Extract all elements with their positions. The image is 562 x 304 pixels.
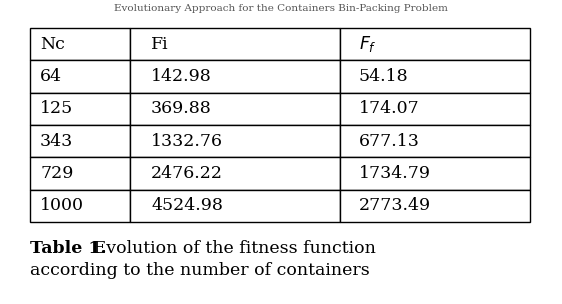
Text: 343: 343 xyxy=(40,133,73,150)
Text: 2476.22: 2476.22 xyxy=(151,165,223,182)
Text: 174.07: 174.07 xyxy=(359,100,420,117)
Text: 369.88: 369.88 xyxy=(151,100,212,117)
Bar xyxy=(340,157,530,190)
Text: according to the number of containers: according to the number of containers xyxy=(30,262,370,279)
Text: 677.13: 677.13 xyxy=(359,133,420,150)
Text: 54.18: 54.18 xyxy=(359,68,409,85)
Text: 4524.98: 4524.98 xyxy=(151,197,223,214)
Bar xyxy=(30,28,130,60)
Text: Evolution of the fitness function: Evolution of the fitness function xyxy=(88,240,376,257)
Bar xyxy=(340,60,530,93)
Bar xyxy=(30,60,130,93)
Text: 1332.76: 1332.76 xyxy=(151,133,223,150)
Bar xyxy=(130,125,340,157)
Bar xyxy=(30,125,130,157)
Bar xyxy=(130,28,340,60)
Text: Nc: Nc xyxy=(40,36,65,53)
Text: 2773.49: 2773.49 xyxy=(359,197,431,214)
Bar xyxy=(30,93,130,125)
Text: 142.98: 142.98 xyxy=(151,68,212,85)
Text: 729: 729 xyxy=(40,165,74,182)
Text: 64: 64 xyxy=(40,68,62,85)
Bar xyxy=(130,93,340,125)
Bar xyxy=(30,190,130,222)
Text: Fi: Fi xyxy=(151,36,169,53)
Text: Evolutionary Approach for the Containers Bin-Packing Problem: Evolutionary Approach for the Containers… xyxy=(114,4,448,13)
Bar xyxy=(130,60,340,93)
Bar xyxy=(340,93,530,125)
Bar xyxy=(30,157,130,190)
Text: 125: 125 xyxy=(40,100,73,117)
Text: Table 1.: Table 1. xyxy=(30,240,107,257)
Bar xyxy=(130,190,340,222)
Text: $F_f$: $F_f$ xyxy=(359,34,377,54)
Text: 1000: 1000 xyxy=(40,197,84,214)
Bar xyxy=(340,125,530,157)
Text: 1734.79: 1734.79 xyxy=(359,165,431,182)
Bar xyxy=(340,28,530,60)
Bar xyxy=(340,190,530,222)
Bar xyxy=(130,157,340,190)
